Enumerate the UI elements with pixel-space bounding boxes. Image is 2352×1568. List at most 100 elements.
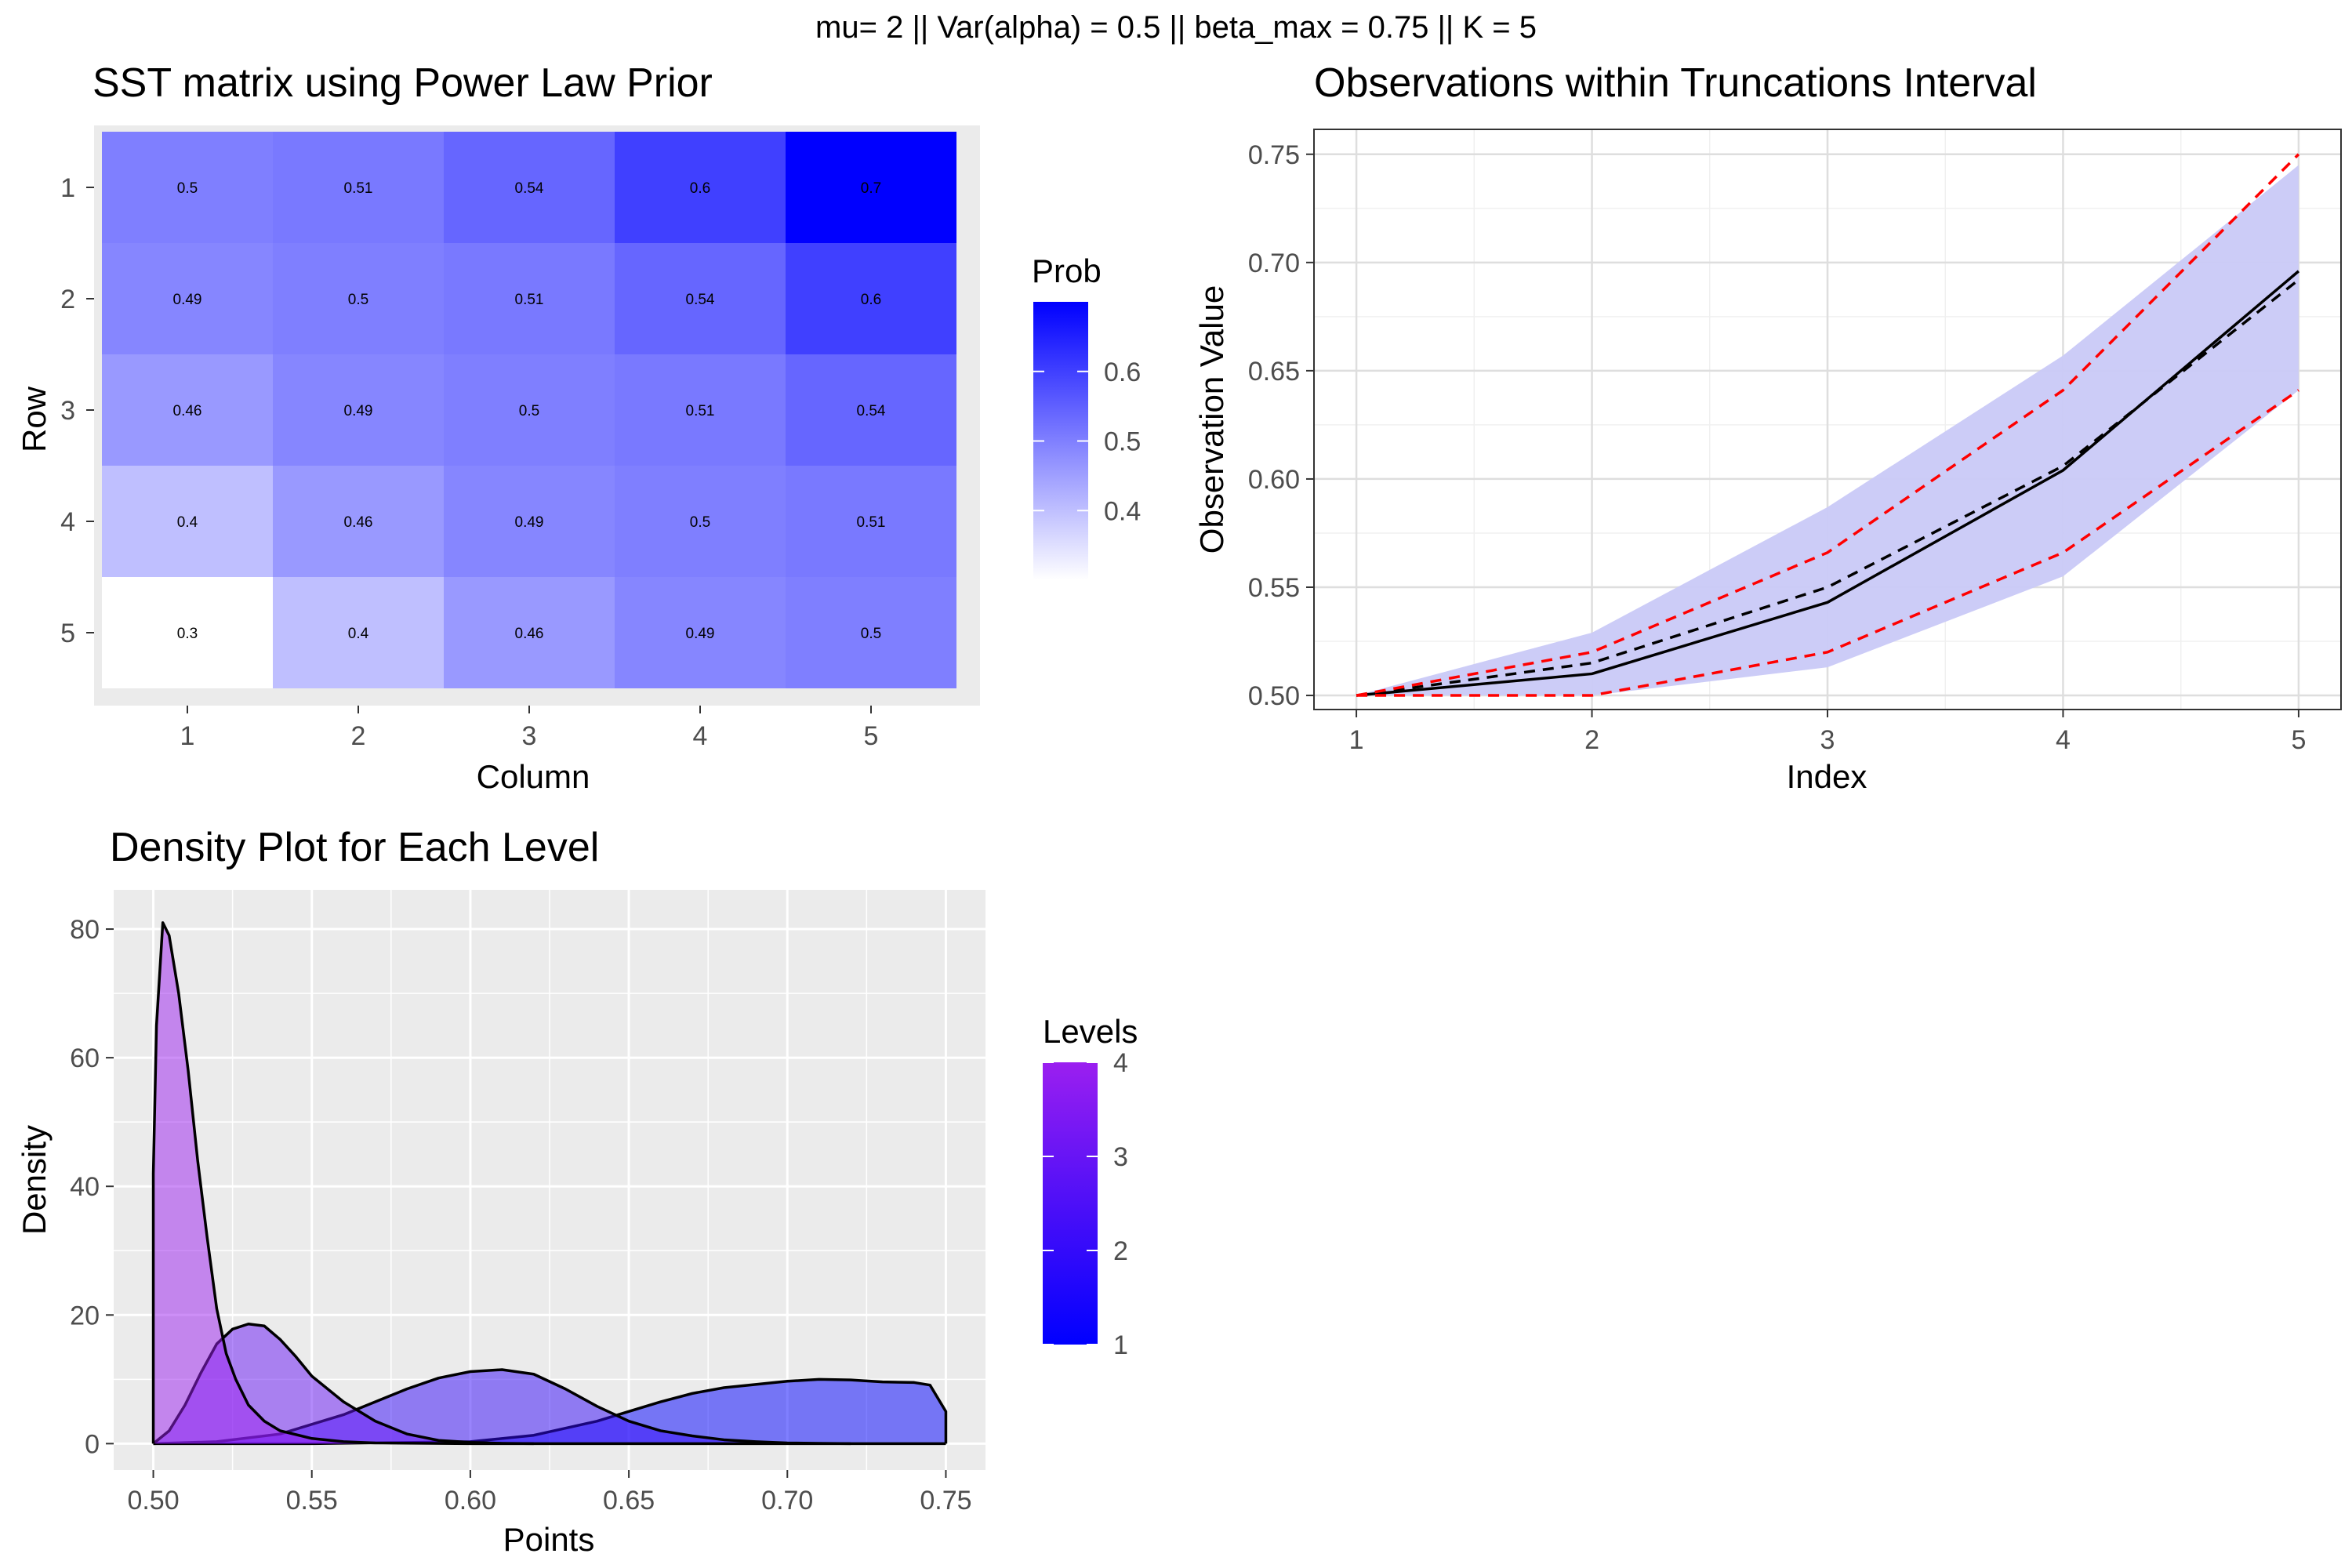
density-x-tick-label: 0.75 bbox=[920, 1486, 971, 1515]
heatmap-cell bbox=[444, 466, 615, 577]
heatmap-legend-tick-label: 0.6 bbox=[1104, 358, 1141, 387]
heatmap-cell bbox=[786, 577, 956, 688]
lineplot-series-line bbox=[1356, 153, 2300, 697]
lineplot-marks bbox=[1356, 153, 2300, 697]
heatmap-x-tick-label: 5 bbox=[864, 721, 879, 751]
density-y-tick-label: 20 bbox=[70, 1301, 100, 1330]
density-marks bbox=[151, 921, 948, 1446]
density-legend-tick-label: 1 bbox=[1113, 1330, 1128, 1360]
heatmap-cell-label: 0.5 bbox=[519, 403, 539, 419]
density-panel: Density Plot for Each Level 0.50 0.55 0.60… bbox=[16, 825, 1138, 1558]
heatmap-cell-label: 0.51 bbox=[515, 292, 544, 308]
density-x-axis-label: Points bbox=[503, 1521, 595, 1558]
heatmap-panel: SST matrix using Power Law Prior 0.5 0.51… bbox=[16, 60, 1141, 795]
density-legend-title: Levels bbox=[1043, 1013, 1138, 1050]
heatmap-cell-label: 0.46 bbox=[173, 403, 202, 419]
heatmap-cell bbox=[273, 132, 444, 243]
density-y-tick-label: 80 bbox=[70, 915, 100, 945]
heatmap-cell bbox=[615, 243, 786, 354]
heatmap-cell bbox=[102, 354, 273, 466]
heatmap-cell bbox=[615, 132, 786, 243]
heatmap-cell-label: 0.5 bbox=[861, 626, 881, 642]
heatmap-x-tick-label: 1 bbox=[180, 721, 195, 751]
heatmap-cell-label: 0.46 bbox=[515, 626, 544, 642]
density-x-tick-label: 0.60 bbox=[445, 1486, 496, 1515]
heatmap-cell bbox=[786, 466, 956, 577]
heatmap-cell bbox=[615, 466, 786, 577]
heatmap-cell-label: 0.4 bbox=[348, 626, 369, 642]
heatmap-cell-label: 0.54 bbox=[857, 403, 886, 419]
lineplot-x-axis-label: Index bbox=[1787, 758, 1867, 795]
heatmap-legend-title: Prob bbox=[1032, 252, 1102, 289]
heatmap-cell-label: 0.49 bbox=[686, 626, 715, 642]
heatmap-cell-label: 0.51 bbox=[344, 180, 373, 197]
heatmap-x-axis-label: Column bbox=[477, 758, 590, 795]
density-y-tick-label: 0 bbox=[85, 1429, 100, 1459]
heatmap-cell bbox=[273, 466, 444, 577]
heatmap-y-tick-label: 1 bbox=[60, 173, 75, 203]
heatmap-cell-label: 0.51 bbox=[686, 403, 715, 419]
density-area-level-1 bbox=[153, 1379, 946, 1444]
heatmap-cell-label: 0.49 bbox=[173, 292, 202, 308]
heatmap-cell-label: 0.5 bbox=[348, 292, 368, 308]
heatmap-cell bbox=[102, 132, 273, 243]
lineplot-series-line bbox=[1356, 278, 2300, 697]
heatmap-y-axis-label: Row bbox=[16, 386, 53, 452]
lineplot-y-axis-label: Observation Value bbox=[1193, 285, 1230, 554]
heatmap-cell-label: 0.46 bbox=[344, 514, 373, 531]
heatmap-axes: 1 2 3 4 5 1 2 3 4 5 bbox=[60, 173, 878, 751]
density-title: Density Plot for Each Level bbox=[110, 825, 599, 870]
heatmap-cell bbox=[102, 243, 273, 354]
density-legend-tick-label: 2 bbox=[1113, 1236, 1128, 1266]
lineplot-series-line bbox=[1356, 389, 2299, 697]
density-x-tick-label: 0.65 bbox=[603, 1486, 655, 1515]
lineplot-x-tick-label: 5 bbox=[2291, 725, 2306, 755]
heatmap-cell-label: 0.5 bbox=[177, 180, 198, 197]
heatmap-cell bbox=[444, 577, 615, 688]
heatmap-cell bbox=[786, 354, 956, 466]
lineplot-panel: Observations within Truncations Interval… bbox=[1193, 60, 2342, 795]
lineplot-title: Observations within Truncations Interval bbox=[1314, 60, 2037, 106]
heatmap-cell bbox=[102, 577, 273, 688]
lineplot-y-tick-label: 0.50 bbox=[1248, 681, 1300, 711]
lineplot-band bbox=[1356, 165, 2299, 696]
figure-suptitle: mu= 2 || Var(alpha) = 0.5 || beta_max = … bbox=[815, 10, 1537, 45]
density-x-tick-label: 0.50 bbox=[127, 1486, 179, 1515]
heatmap-y-tick-label: 2 bbox=[60, 285, 75, 314]
heatmap-cell-label: 0.4 bbox=[177, 514, 198, 531]
heatmap-cell-label: 0.49 bbox=[515, 514, 544, 531]
density-area-level-4 bbox=[153, 922, 946, 1444]
heatmap-cell bbox=[444, 243, 615, 354]
lineplot-y-tick-label: 0.60 bbox=[1248, 465, 1300, 495]
heatmap-cell bbox=[273, 243, 444, 354]
heatmap-x-tick-label: 4 bbox=[693, 721, 708, 751]
heatmap-legend-ticks: 0.4 0.5 0.6 bbox=[1033, 358, 1141, 526]
heatmap-legend-tick-label: 0.5 bbox=[1104, 427, 1141, 457]
heatmap-x-tick-label: 3 bbox=[522, 721, 537, 751]
lineplot-x-tick-label: 2 bbox=[1584, 725, 1599, 755]
heatmap-cell bbox=[273, 354, 444, 466]
heatmap-y-tick-label: 4 bbox=[60, 507, 75, 537]
lineplot-y-tick-label: 0.65 bbox=[1248, 357, 1300, 387]
heatmap-x-tick-label: 2 bbox=[351, 721, 366, 751]
lineplot-y-tick-label: 0.70 bbox=[1248, 249, 1300, 278]
density-y-tick-label: 60 bbox=[70, 1044, 100, 1073]
density-legend-ticks: 1 2 3 4 bbox=[1043, 1048, 1128, 1360]
density-legend-tick-label: 4 bbox=[1113, 1048, 1128, 1078]
density-y-axis-label: Density bbox=[16, 1125, 53, 1235]
density-axes: 0.50 0.55 0.60 0.65 0.70 0.75 0 20 40 60 80 bbox=[70, 915, 971, 1515]
lineplot-x-tick-label: 4 bbox=[2056, 725, 2071, 755]
lineplot-x-tick-label: 1 bbox=[1349, 725, 1364, 755]
heatmap-cell bbox=[615, 354, 786, 466]
lineplot-y-tick-label: 0.75 bbox=[1248, 140, 1300, 170]
heatmap-cell bbox=[786, 132, 956, 243]
heatmap-cell-label: 0.5 bbox=[690, 514, 710, 531]
heatmap-cell bbox=[615, 577, 786, 688]
heatmap-cell-label: 0.6 bbox=[861, 292, 881, 308]
heatmap-cell bbox=[444, 132, 615, 243]
heatmap-y-tick-label: 3 bbox=[60, 396, 75, 426]
lineplot-axes: 1 2 3 4 5 0.50 0.55 0.60 0.65 0.70 0.75 bbox=[1248, 140, 2307, 755]
lineplot-x-tick-label: 3 bbox=[1820, 725, 1835, 755]
heatmap-cell bbox=[102, 466, 273, 577]
